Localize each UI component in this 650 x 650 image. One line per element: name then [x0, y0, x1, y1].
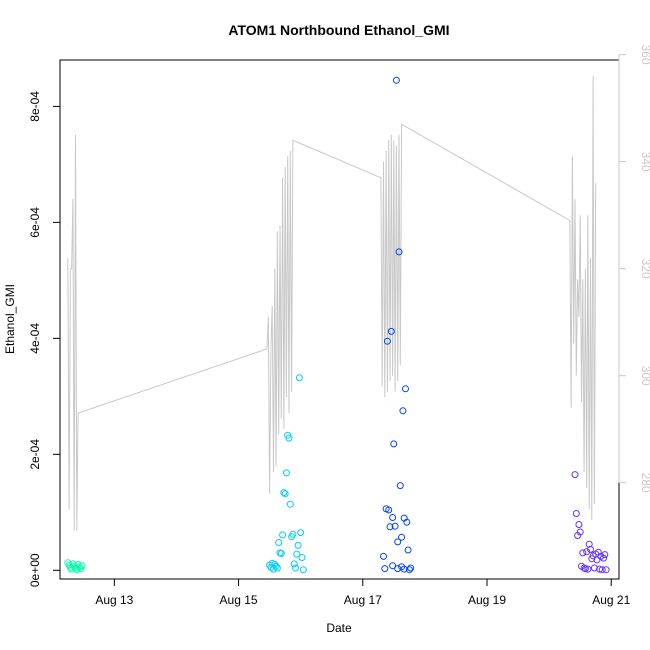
points-layer [64, 76, 610, 574]
data-point [293, 550, 301, 558]
data-point [297, 529, 305, 537]
data-point [405, 566, 413, 574]
y-tick-label: 0e+00 [28, 553, 42, 587]
data-point [275, 539, 283, 546]
x-tick-label: Aug 21 [592, 593, 630, 607]
data-point [390, 440, 398, 448]
data-point [282, 469, 290, 477]
data-point [407, 564, 415, 572]
y2-tick-label: 280 [639, 473, 650, 493]
y2-axis: 280 300 320 340 360 [618, 45, 650, 493]
data-point [394, 538, 402, 546]
x-axis-label: Date [326, 621, 352, 635]
y-tick-label: 8e-04 [28, 91, 42, 122]
data-point [598, 566, 606, 574]
y2-tick-label: 300 [639, 366, 650, 386]
line-series-layer [67, 76, 597, 531]
data-point [386, 523, 394, 531]
series-line [67, 76, 597, 531]
y-axis-label: Ethanol_GMI [3, 284, 17, 354]
data-point [391, 522, 399, 530]
data-point [290, 560, 298, 568]
x-tick-label: Aug 19 [468, 593, 506, 607]
data-point [581, 565, 589, 573]
x-tick-label: Aug 17 [344, 593, 382, 607]
data-point [280, 489, 288, 497]
data-point [299, 566, 307, 574]
data-point [575, 521, 583, 528]
data-point [602, 566, 610, 574]
data-point [295, 374, 303, 382]
data-point [381, 565, 389, 573]
data-point [576, 528, 584, 536]
data-point [583, 548, 591, 556]
data-point [272, 562, 280, 570]
data-point [585, 540, 593, 548]
chart-title: ATOM1 Northbound Ethanol_GMI [228, 22, 449, 38]
x-tick-label: Aug 13 [95, 593, 133, 607]
data-point [277, 550, 285, 557]
data-point [292, 564, 299, 572]
data-point [571, 471, 579, 479]
data-point [380, 552, 387, 560]
data-point [389, 514, 397, 521]
plot-frame [59, 59, 620, 580]
data-point [398, 533, 406, 541]
data-point [389, 562, 397, 570]
data-point [385, 506, 393, 514]
x-tick-label: Aug 15 [220, 593, 258, 607]
data-point [404, 546, 412, 554]
data-point [601, 551, 609, 559]
data-point [298, 554, 306, 561]
data-point [399, 407, 407, 415]
y-tick-label: 6e-04 [28, 207, 42, 238]
data-point [285, 434, 293, 442]
data-point [279, 531, 287, 539]
data-point [289, 530, 297, 538]
data-point [294, 541, 302, 549]
data-point [403, 518, 411, 526]
data-point [395, 248, 403, 256]
data-point [596, 565, 604, 573]
data-point [281, 490, 289, 498]
y2-tick-label: 360 [639, 45, 650, 65]
data-point [286, 500, 294, 508]
y-tick-label: 2e-04 [28, 439, 42, 470]
y-axis: 0e+00 2e-04 4e-04 6e-04 8e-04 [28, 91, 61, 587]
data-point [273, 564, 281, 572]
data-point [78, 562, 86, 570]
y-tick-label: 4e-04 [28, 323, 42, 354]
data-point [590, 564, 598, 572]
data-point [396, 482, 404, 490]
data-point [400, 565, 408, 573]
x-axis: Aug 13 Aug 15 Aug 17 Aug 19 Aug 21 [95, 578, 631, 607]
y2-tick-label: 340 [639, 152, 650, 172]
data-point [600, 554, 607, 562]
data-point [394, 565, 402, 573]
data-point [387, 327, 395, 335]
data-point [392, 76, 400, 84]
data-point [587, 545, 594, 553]
data-point [572, 510, 580, 517]
y2-tick-label: 320 [639, 259, 650, 279]
data-point [584, 565, 592, 573]
data-point [579, 549, 587, 557]
data-point [383, 337, 391, 345]
data-point [593, 556, 601, 564]
data-point [402, 385, 409, 393]
